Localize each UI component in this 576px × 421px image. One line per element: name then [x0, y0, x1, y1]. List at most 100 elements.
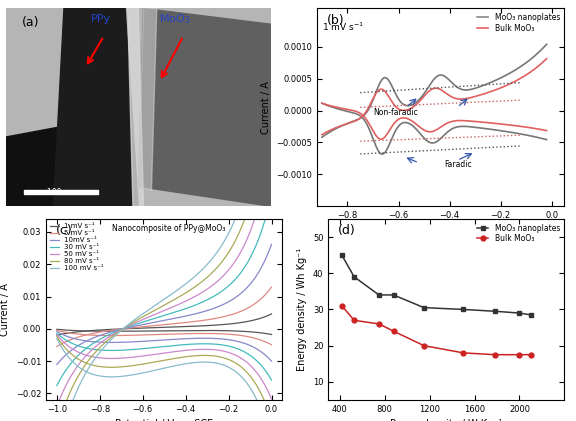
80 mV s⁻¹ [190, 285, 197, 290]
Text: (a): (a) [22, 16, 39, 29]
1 mV s⁻¹ [190, 324, 197, 329]
Line: 50 mV s⁻¹: 50 mV s⁻¹ [57, 145, 271, 407]
Bulk MoO₃ [420, 343, 427, 348]
30 mV s⁻¹ [54, 383, 60, 388]
30 mV s⁻¹ [216, 290, 223, 295]
Line: Bulk MoO₃: Bulk MoO₃ [339, 304, 533, 357]
Bar [24, 190, 98, 195]
Text: (b): (b) [327, 14, 344, 27]
100 mV s⁻¹ [190, 275, 197, 280]
1 mV s⁻¹ [268, 312, 275, 317]
10mV s⁻¹ [178, 314, 185, 320]
Bulk MoO₃ [516, 352, 523, 357]
X-axis label: Potential / V vs. SCE: Potential / V vs. SCE [392, 226, 490, 236]
MoO₃ nanoplates [491, 309, 498, 314]
Polygon shape [6, 127, 85, 206]
Legend: MoO₃ nanoplates, Bulk MoO₃: MoO₃ nanoplates, Bulk MoO₃ [476, 12, 560, 33]
Polygon shape [138, 8, 271, 206]
50 mV s⁻¹ [178, 301, 185, 306]
50 mV s⁻¹ [268, 142, 275, 147]
1 mV s⁻¹ [178, 324, 185, 329]
X-axis label: Power density / W Kg⁻¹: Power density / W Kg⁻¹ [391, 419, 502, 421]
Polygon shape [138, 8, 157, 190]
Y-axis label: Current / A: Current / A [1, 283, 10, 336]
Line: 1 mV s⁻¹: 1 mV s⁻¹ [57, 314, 271, 335]
MoO₃ nanoplates [460, 307, 467, 312]
50 mV s⁻¹ [54, 404, 60, 409]
Text: 1 mV s$^{-1}$: 1 mV s$^{-1}$ [322, 20, 364, 33]
10mV s⁻¹ [216, 304, 223, 309]
Bulk MoO₃ [351, 318, 358, 323]
Legend: MoO₃ nanoplates, Bulk MoO₃: MoO₃ nanoplates, Bulk MoO₃ [476, 223, 560, 244]
MoO₃ nanoplates [516, 311, 523, 316]
Line: 10mV s⁻¹: 10mV s⁻¹ [57, 244, 271, 365]
MoO₃ nanoplates [390, 293, 397, 298]
5 mV s⁻¹ [184, 320, 191, 325]
5 mV s⁻¹ [178, 320, 185, 325]
MoO₃ nanoplates [420, 305, 427, 310]
Y-axis label: Current / A: Current / A [260, 81, 271, 134]
Text: Non-faradic: Non-faradic [373, 108, 418, 117]
50 mV s⁻¹ [184, 298, 191, 303]
Text: (d): (d) [338, 224, 355, 237]
30 mV s⁻¹ [178, 307, 185, 312]
5 mV s⁻¹ [54, 344, 60, 349]
100 mV s⁻¹ [238, 199, 245, 204]
MoO₃ nanoplates [338, 253, 345, 258]
Text: (c): (c) [55, 224, 72, 237]
Text: 100 nm: 100 nm [47, 187, 76, 197]
1 mV s⁻¹ [238, 320, 245, 325]
50 mV s⁻¹ [66, 376, 73, 381]
50 mV s⁻¹ [216, 277, 223, 282]
50 mV s⁻¹ [238, 248, 245, 253]
80 mV s⁻¹ [178, 293, 185, 298]
Y-axis label: Energy density / Wh Kg⁻¹: Energy density / Wh Kg⁻¹ [297, 248, 307, 371]
5 mV s⁻¹ [66, 338, 73, 343]
Bulk MoO₃ [460, 350, 467, 355]
80 mV s⁻¹ [184, 290, 191, 295]
10mV s⁻¹ [238, 290, 245, 295]
5 mV s⁻¹ [238, 309, 245, 314]
Line: 80 mV s⁻¹: 80 mV s⁻¹ [57, 90, 271, 421]
10mV s⁻¹ [54, 362, 60, 367]
Bulk MoO₃ [491, 352, 498, 357]
100 mV s⁻¹ [178, 285, 185, 290]
5 mV s⁻¹ [216, 315, 223, 320]
100 mV s⁻¹ [216, 246, 223, 251]
10mV s⁻¹ [190, 312, 197, 317]
100 mV s⁻¹ [66, 406, 73, 411]
Bulk MoO₃ [527, 352, 534, 357]
MoO₃ nanoplates [351, 274, 358, 280]
80 mV s⁻¹ [216, 262, 223, 267]
80 mV s⁻¹ [268, 88, 275, 93]
1 mV s⁻¹ [66, 330, 73, 336]
30 mV s⁻¹ [66, 362, 73, 367]
80 mV s⁻¹ [66, 390, 73, 395]
Polygon shape [128, 6, 143, 206]
X-axis label: Potential / V vs. SCE: Potential / V vs. SCE [115, 419, 213, 421]
5 mV s⁻¹ [190, 319, 197, 324]
30 mV s⁻¹ [184, 306, 191, 311]
50 mV s⁻¹ [190, 295, 197, 300]
100 mV s⁻¹ [268, 28, 275, 33]
Line: 5 mV s⁻¹: 5 mV s⁻¹ [57, 287, 271, 346]
1 mV s⁻¹ [184, 324, 191, 329]
Legend: 1 mV s⁻¹, 5 mV s⁻¹, 10mV s⁻¹, 30 mV s⁻¹, 50 mV s⁻¹, 80 mV s⁻¹, 100 mV s⁻¹: 1 mV s⁻¹, 5 mV s⁻¹, 10mV s⁻¹, 30 mV s⁻¹,… [50, 222, 104, 272]
MoO₃ nanoplates [527, 312, 534, 317]
Bulk MoO₃ [338, 303, 345, 308]
Bulk MoO₃ [390, 329, 397, 334]
5 mV s⁻¹ [268, 285, 275, 290]
Polygon shape [54, 6, 138, 206]
MoO₃ nanoplates [376, 293, 382, 298]
80 mV s⁻¹ [238, 224, 245, 229]
Text: PPy: PPy [90, 14, 111, 24]
30 mV s⁻¹ [190, 303, 197, 308]
30 mV s⁻¹ [268, 192, 275, 197]
1 mV s⁻¹ [54, 333, 60, 338]
10mV s⁻¹ [184, 313, 191, 318]
30 mV s⁻¹ [238, 269, 245, 274]
Bulk MoO₃ [376, 321, 382, 326]
Text: Faradic: Faradic [445, 160, 472, 169]
1 mV s⁻¹ [216, 322, 223, 328]
Text: MoO$_3$: MoO$_3$ [160, 12, 191, 26]
